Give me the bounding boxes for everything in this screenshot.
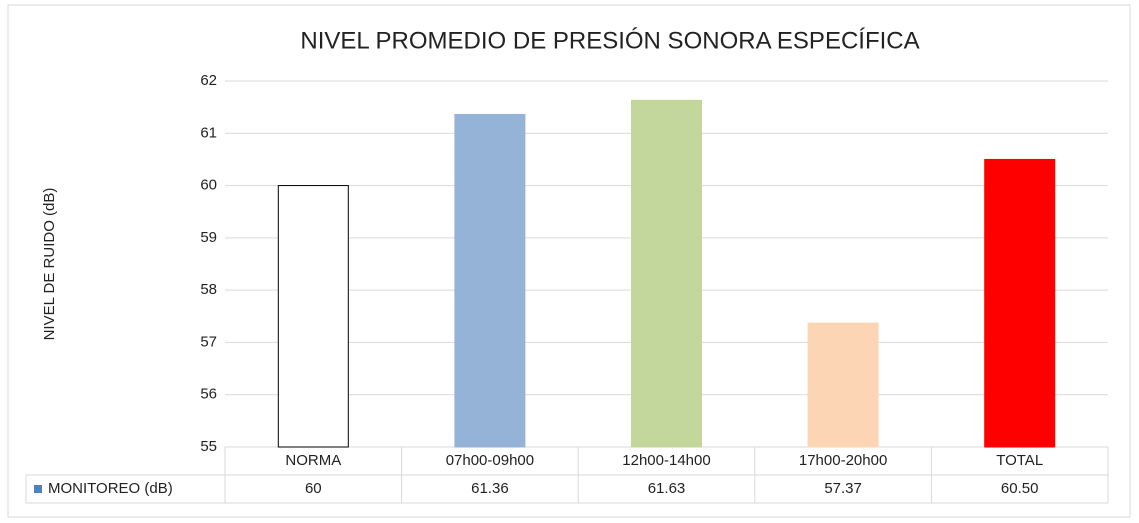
bar [984, 158, 1056, 448]
y-tick-label: 56 [200, 386, 217, 403]
data-label: 61.36 [471, 480, 509, 497]
x-tick-label: 17h00-20h00 [799, 452, 887, 469]
data-label: 57.37 [824, 480, 862, 497]
y-tick-label: 57 [200, 333, 217, 350]
data-label: 60 [305, 480, 322, 497]
y-tick-label: 59 [200, 229, 217, 246]
x-tick-label: TOTAL [996, 452, 1043, 469]
bar [631, 99, 702, 448]
x-tick-label: NORMA [285, 452, 341, 469]
y-tick-label: 61 [200, 124, 217, 141]
bar [454, 113, 526, 448]
chart-title: NIVEL PROMEDIO DE PRESIÓN SONORA ESPECÍF… [300, 27, 919, 54]
bar [807, 322, 879, 448]
data-label: 60.50 [1001, 480, 1039, 497]
y-tick-label: 62 [200, 72, 217, 89]
chart-border [7, 4, 1131, 518]
x-tick-label: 12h00-14h00 [622, 452, 710, 469]
x-tick-label: 07h00-09h00 [446, 452, 534, 469]
y-tick-label: 60 [200, 177, 217, 194]
data-label: 61.63 [648, 480, 686, 497]
legend-label: MONITOREO (dB) [48, 480, 173, 497]
y-axis-label: NIVEL DE RUIDO (dB) [41, 188, 58, 341]
y-tick-label: 58 [200, 281, 217, 298]
bar [277, 185, 349, 448]
legend-marker [34, 485, 42, 493]
y-tick-label: 55 [200, 438, 217, 455]
